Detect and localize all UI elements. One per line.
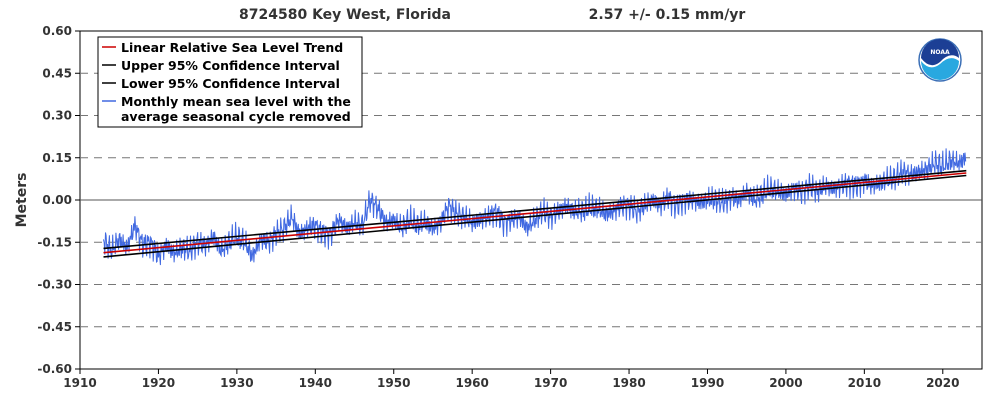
x-tick-label: 1990 <box>691 376 724 390</box>
y-tick-label: -0.60 <box>37 362 72 376</box>
trend-line <box>103 172 967 254</box>
y-tick-label: 0.60 <box>42 24 72 38</box>
y-axis-ticks: -0.60 -0.45 -0.30 -0.15 0.00 0.15 0.30 0.45 0.60 <box>37 24 80 376</box>
y-tick-label: 0.30 <box>42 109 72 123</box>
series-lines <box>103 148 967 266</box>
y-tick-label: -0.45 <box>37 320 72 334</box>
legend-box <box>97 36 363 128</box>
y-tick-label: 0.00 <box>42 193 72 207</box>
gridlines <box>80 72 982 328</box>
y-tick-label: 0.45 <box>42 66 72 80</box>
trend-rate-label: 2.57 +/- 0.15 mm/yr <box>589 7 746 23</box>
svg-text:NOAA: NOAA <box>930 49 950 56</box>
x-tick-label: 1970 <box>534 376 567 390</box>
upper-ci-line <box>103 169 967 250</box>
legend-label-monthly: Monthly mean sea level with the average s… <box>121 94 351 124</box>
legend-label-trend: Linear Relative Sea Level Trend <box>121 40 343 55</box>
legend: Linear Relative Sea Level Trend Upper 95… <box>97 36 363 128</box>
monthly-mean-line <box>103 148 967 266</box>
legend-label-upper-ci: Upper 95% Confidence Interval <box>121 58 340 73</box>
x-tick-label: 1920 <box>142 376 175 390</box>
y-tick-label: -0.15 <box>37 235 72 249</box>
noaa-logo: NOAA <box>918 38 962 82</box>
x-tick-label: 1910 <box>63 376 96 390</box>
x-axis-ticks: 1910 1920 1930 1940 1950 1960 1970 1980 1990 2000… <box>63 369 959 390</box>
x-tick-label: 2010 <box>848 376 881 390</box>
y-axis-label: Meters <box>14 173 30 228</box>
x-tick-label: 1980 <box>612 376 645 390</box>
x-tick-label: 1940 <box>299 376 332 390</box>
x-tick-label: 1930 <box>220 376 253 390</box>
legend-label-lower-ci: Lower 95% Confidence Interval <box>121 76 340 91</box>
y-tick-label: 0.15 <box>42 151 72 165</box>
x-tick-label: 1950 <box>377 376 410 390</box>
x-tick-label: 2020 <box>926 376 959 390</box>
y-tick-label: -0.30 <box>37 278 72 292</box>
chart-title: 8724580 Key West, Florida <box>239 7 451 23</box>
x-tick-label: 2000 <box>769 376 802 390</box>
lower-ci-line <box>103 174 967 258</box>
x-tick-label: 1960 <box>455 376 488 390</box>
